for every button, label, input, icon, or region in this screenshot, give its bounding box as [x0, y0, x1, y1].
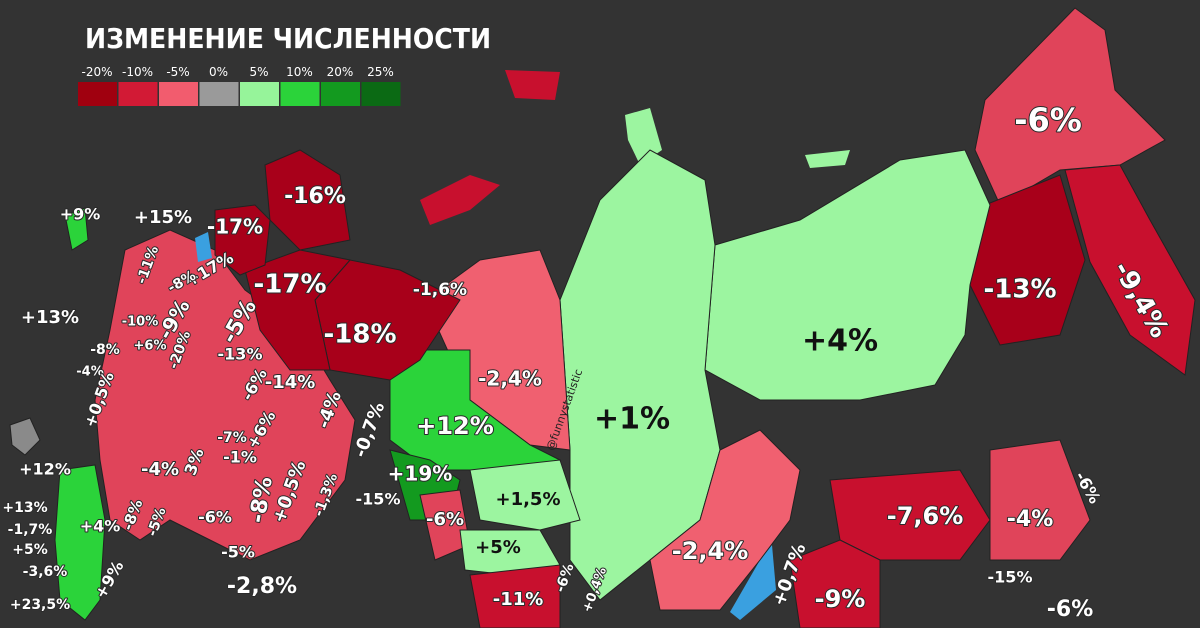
region-label: -8%	[245, 475, 278, 525]
legend: ИЗМЕНЕНИЕ ЧИСЛЕННОСТИ -20% -10% -5% 0% 5% 10%…	[78, 23, 491, 106]
legend-swatch	[361, 82, 401, 106]
legend-swatch	[321, 82, 360, 106]
region-label: -8%	[90, 342, 120, 358]
lake	[195, 232, 212, 262]
region-label: -14%	[265, 372, 316, 393]
region-label: -13%	[218, 345, 263, 364]
region	[1064, 164, 1196, 376]
region-label: -2,4%	[478, 367, 542, 391]
severnaya-zemlya	[625, 108, 662, 165]
legend-label: -5%	[166, 65, 189, 79]
region	[469, 459, 581, 531]
european-russia	[94, 229, 356, 561]
region	[314, 259, 461, 381]
region-label: -10%	[122, 315, 159, 330]
region-label: -6%	[426, 509, 464, 530]
region-label: +13%	[21, 307, 79, 328]
region-label: -13%	[983, 275, 1056, 305]
region-label: +4%	[80, 517, 121, 536]
region	[789, 539, 881, 628]
region-label: -4%	[1007, 507, 1053, 532]
region-label: -15%	[988, 568, 1033, 587]
legend-swatch	[118, 82, 158, 106]
region-label: -1%	[223, 448, 257, 467]
region-label: -4%	[76, 365, 103, 380]
novaya-zemlya	[420, 175, 500, 225]
region-label: +12%	[19, 460, 71, 479]
region-label: -3,6%	[23, 564, 68, 580]
legend-swatch	[280, 82, 320, 106]
region-label: -16%	[284, 184, 346, 209]
region-label: +1,5%	[495, 489, 560, 510]
labels-layer: -6%-13% -9,4%+4%+1%-2,4%-2,4%+12%-18%-17%…	[1, 100, 1175, 623]
crimea	[9, 417, 41, 456]
legend-swatch	[159, 82, 198, 106]
franz-josef-land	[505, 70, 560, 100]
region-label: +9%	[60, 205, 101, 224]
region-label: -1,7%	[8, 522, 53, 538]
region-label: +13%	[2, 500, 47, 516]
region-label: -17%	[253, 270, 326, 300]
region	[469, 564, 561, 628]
region-label: -4%	[141, 459, 179, 480]
region-label: -6%	[198, 508, 232, 527]
region	[989, 439, 1091, 561]
legend-swatch	[240, 82, 279, 106]
region-label: +5%	[475, 537, 521, 558]
region-label: -7%	[217, 430, 247, 446]
legend-label: 0%	[209, 65, 228, 79]
region-label: -18%	[323, 320, 396, 350]
baikal	[730, 545, 776, 620]
region	[704, 149, 991, 401]
region	[214, 204, 271, 276]
region-label: -11%	[493, 589, 544, 610]
region-label: -7,6%	[887, 502, 964, 530]
region-label: -9%	[815, 585, 866, 613]
region-label: -17%	[207, 215, 263, 239]
legend-swatch	[78, 82, 117, 106]
new-siberian-islands	[805, 150, 850, 168]
legend-label: 5%	[249, 65, 268, 79]
region	[649, 429, 801, 611]
kaliningrad	[64, 207, 89, 251]
legend-label: -20%	[81, 65, 112, 79]
legend-label: -10%	[122, 65, 153, 79]
title: ИЗМЕНЕНИЕ ЧИСЛЕННОСТИ	[85, 23, 491, 56]
region-label: -15%	[356, 490, 401, 509]
region-label: +19%	[388, 462, 453, 486]
region-label: -1,6%	[413, 280, 467, 300]
region-label: -6%	[1047, 597, 1093, 622]
region-label: -6%	[1014, 101, 1082, 139]
legend-label: 20%	[327, 65, 354, 79]
region-label: +12%	[416, 412, 494, 440]
region-label: +5%	[12, 542, 48, 558]
legend-swatch	[199, 82, 239, 106]
region-label: +1%	[594, 402, 670, 437]
region	[974, 7, 1166, 206]
legend-label: 10%	[286, 65, 313, 79]
legend-label: 25%	[367, 65, 394, 79]
region-label: +23,5%	[10, 597, 70, 613]
caucasus	[54, 464, 106, 621]
region-label: -5%	[221, 543, 255, 562]
region-label: +6%	[134, 339, 167, 354]
region-label: +4%	[802, 324, 878, 359]
regions-layer	[9, 7, 1196, 628]
region-label: +15%	[134, 207, 192, 228]
region-label: -2,4%	[672, 537, 749, 565]
region-label: -2,8%	[227, 574, 297, 599]
region	[244, 249, 351, 371]
